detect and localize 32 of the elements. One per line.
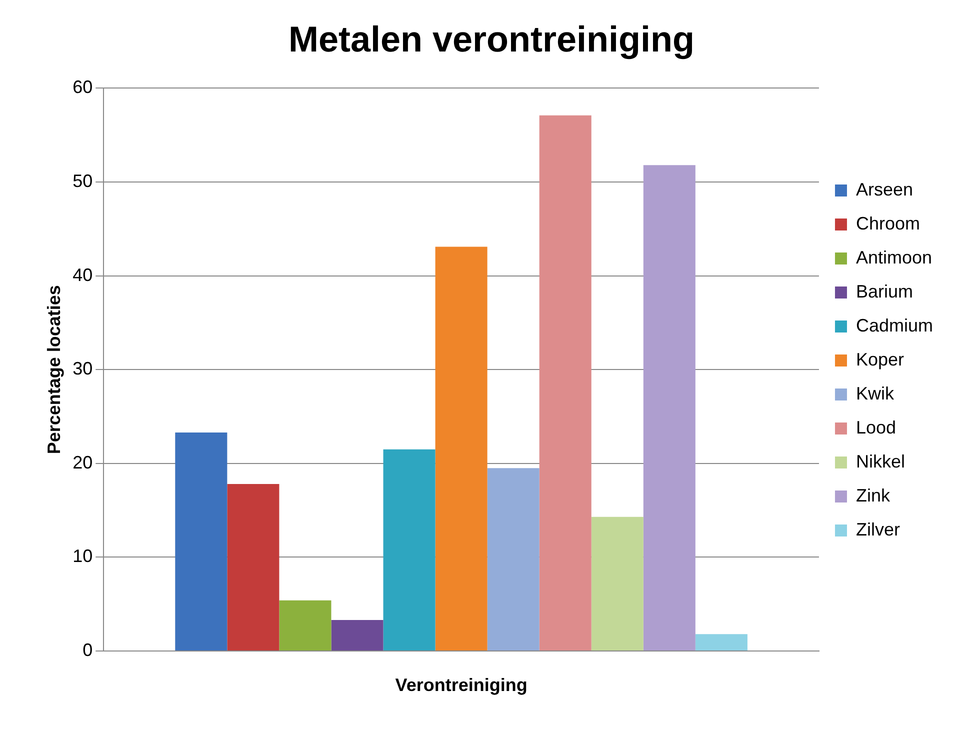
y-tick-label: 60 <box>72 77 93 98</box>
legend-label: Koper <box>856 349 904 370</box>
legend-label: Antimoon <box>856 247 932 268</box>
x-axis-title: Verontreiniging <box>395 675 528 696</box>
bar <box>539 115 592 650</box>
bar <box>331 620 384 650</box>
legend-label: Cadmium <box>856 315 934 336</box>
bar <box>227 484 280 650</box>
legend-label: Arseen <box>856 179 914 200</box>
legend-label: Kwik <box>856 383 895 404</box>
y-tick-label: 10 <box>72 546 93 566</box>
legend-label: Zink <box>856 485 891 506</box>
bar <box>487 468 540 650</box>
y-tick-label: 50 <box>72 170 93 191</box>
chart-title: Metalen verontreiniging <box>288 18 695 60</box>
legend-label: Lood <box>856 417 896 438</box>
bar <box>175 432 228 650</box>
bar <box>435 246 488 650</box>
y-tick-label: 30 <box>72 358 93 379</box>
y-axis-title: Percentage locaties <box>44 285 64 454</box>
bar <box>279 600 332 650</box>
legend-label: Nikkel <box>856 451 905 472</box>
y-tick-label: 0 <box>82 640 93 660</box>
bar <box>383 449 436 650</box>
y-tick-label: 20 <box>72 452 93 472</box>
legend-label: Chroom <box>856 213 920 234</box>
bar <box>591 516 644 650</box>
bar <box>643 165 696 650</box>
legend-label: Barium <box>856 281 913 302</box>
bar <box>695 634 748 650</box>
y-tick-label: 40 <box>72 264 93 285</box>
legend-label: Zilver <box>856 519 900 540</box>
